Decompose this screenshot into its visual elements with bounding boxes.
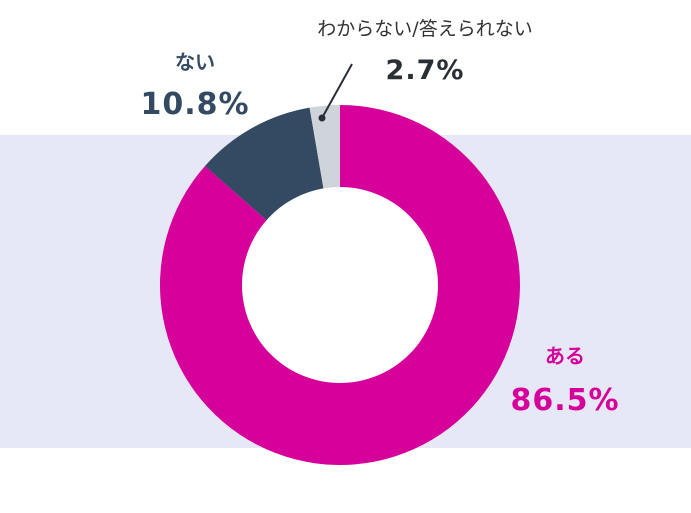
label-yes-value: 86.5%: [510, 383, 620, 418]
label-no-value: 10.8%: [140, 87, 250, 122]
leader-line: [321, 63, 353, 119]
label-no: ない 10.8%: [130, 46, 260, 122]
leader-dot: [318, 114, 326, 122]
label-yes: ある 86.5%: [490, 340, 640, 418]
label-yes-category: ある: [545, 344, 585, 368]
donut-hole: [242, 187, 438, 383]
label-unknown: わからない/答えられない 2.7%: [300, 14, 550, 86]
label-no-category: ない: [175, 50, 215, 74]
label-unknown-category: わからない/答えられない: [317, 18, 533, 40]
label-unknown-value: 2.7%: [385, 55, 465, 86]
